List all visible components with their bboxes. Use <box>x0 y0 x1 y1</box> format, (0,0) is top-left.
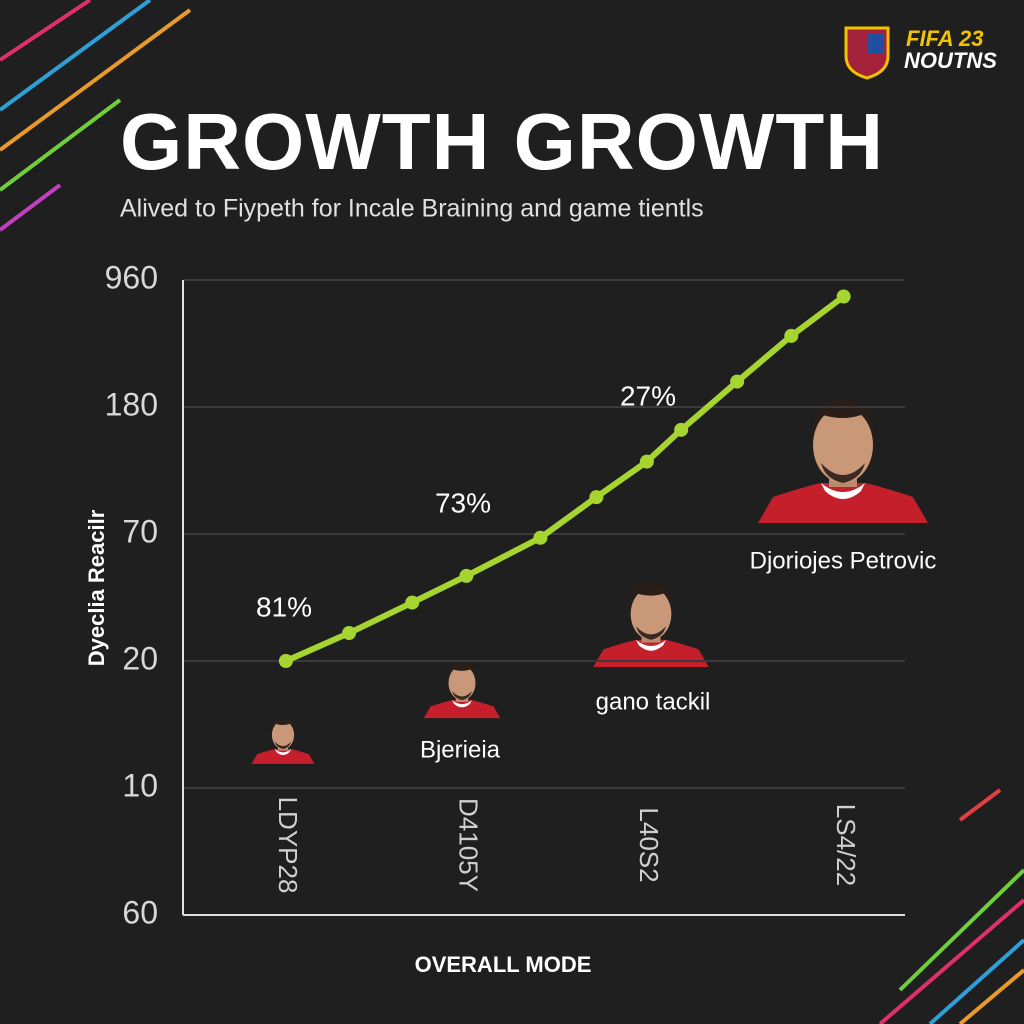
y-tick-label: 10 <box>122 767 158 803</box>
data-point <box>533 530 548 545</box>
data-point <box>278 654 293 668</box>
x-tick-label: D4105Y <box>454 798 484 892</box>
y-tick-label: 20 <box>122 640 158 676</box>
data-point <box>730 374 745 389</box>
y-tick-label: 960 <box>105 259 158 295</box>
data-point <box>784 328 799 343</box>
data-point <box>836 289 851 304</box>
data-point <box>342 626 357 641</box>
brand: NOUTNS <box>904 48 997 73</box>
data-point <box>589 490 604 505</box>
annotation: 73% <box>435 487 491 518</box>
x-tick-label: L40S2 <box>634 807 664 882</box>
data-point <box>674 422 689 437</box>
x-tick-label: LS4/22 <box>831 804 861 886</box>
player-label: gano tackil <box>596 688 711 715</box>
data-point <box>459 568 474 583</box>
y-tick-label: 60 <box>122 894 158 930</box>
chart-title: GROWTH GROWTH <box>120 97 884 186</box>
data-point <box>405 595 420 610</box>
y-tick-label: 180 <box>105 386 158 422</box>
x-tick-label: LDYP28 <box>273 797 303 894</box>
brand: FIFA 23 <box>906 26 983 51</box>
y-axis-title: Dyeclia Reacilr <box>84 509 109 666</box>
logo-badge <box>844 26 890 80</box>
annotation: 27% <box>620 380 676 411</box>
y-tick-label: 70 <box>122 513 158 549</box>
player-label: Djoriojes Petrovic <box>750 547 937 574</box>
data-point <box>639 454 654 469</box>
chart-subtitle: Alived to Fiypeth for Incale Braining an… <box>120 195 704 223</box>
x-axis-title: OVERALL MODE <box>415 952 592 977</box>
player-label: Bjerieia <box>420 736 501 763</box>
annotation: 81% <box>256 591 312 622</box>
